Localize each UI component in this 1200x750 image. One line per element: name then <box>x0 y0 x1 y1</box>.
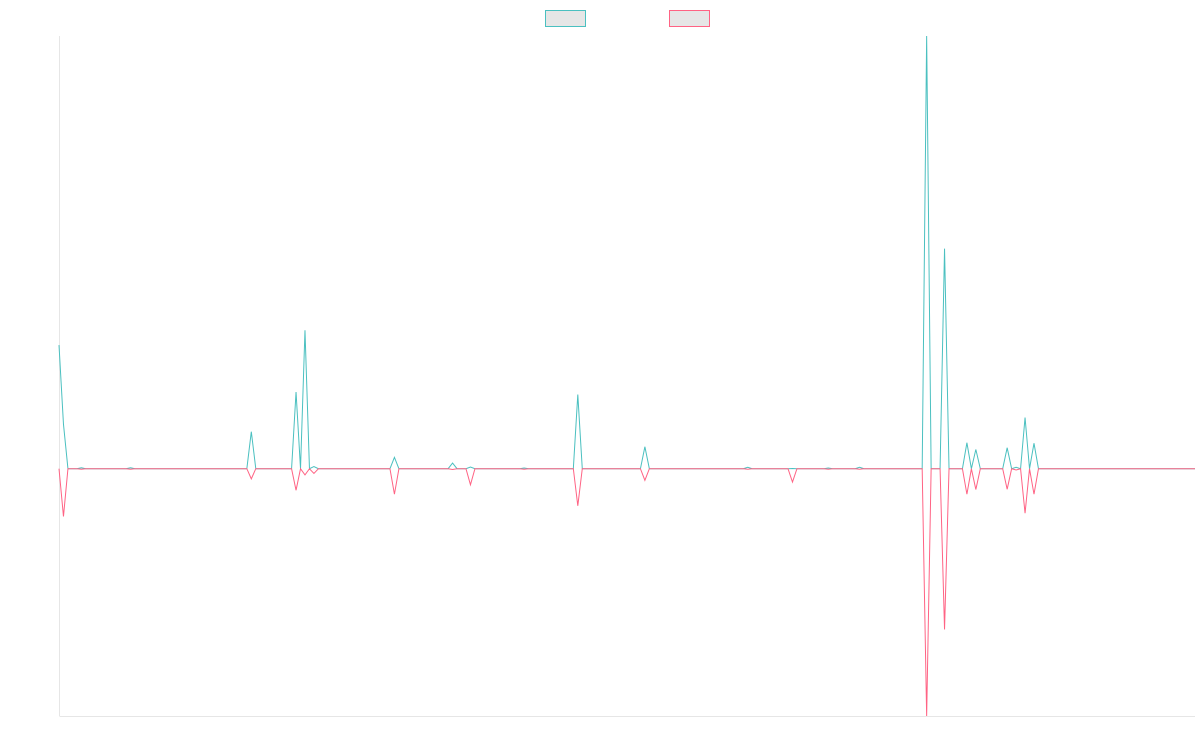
legend-swatch-2[interactable] <box>669 10 710 27</box>
legend-swatch-1[interactable] <box>545 10 586 27</box>
series-line-2 <box>58 467 1195 717</box>
axes <box>59 36 1195 717</box>
series-line-1 <box>58 35 1195 470</box>
legend[interactable] <box>545 10 710 27</box>
plot-area <box>58 35 1195 717</box>
